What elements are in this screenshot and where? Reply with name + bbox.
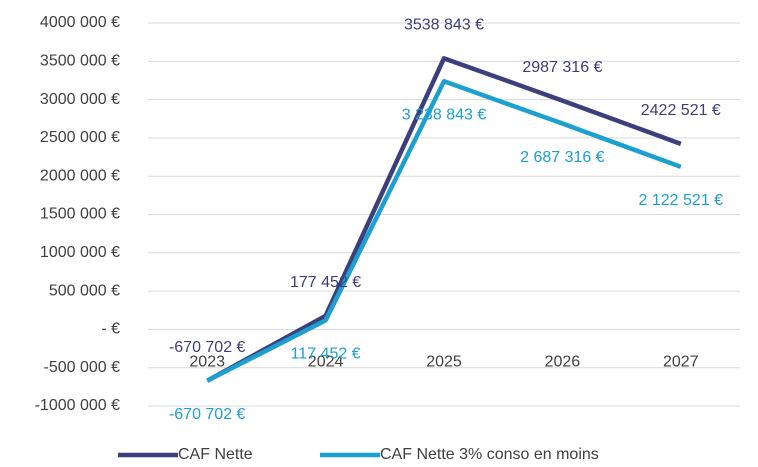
data-label: 2 122 521 € [639,192,724,209]
data-label: 2422 521 € [641,102,721,119]
legend-label: CAF Nette 3% conso en moins [380,446,599,463]
data-label: 117 452 € [291,346,361,363]
y-tick-label: 3000 000 € [40,91,120,108]
y-tick-label: 4000 000 € [40,14,120,31]
data-label: -670 702 € [169,406,246,423]
y-tick-label: -1000 000 € [35,397,121,414]
series-line [206,56,682,383]
data-label: 2 687 316 € [520,149,605,166]
y-tick-label: 1500 000 € [40,206,120,223]
x-tick-label: 2025 [426,354,462,371]
x-tick-label: 2027 [663,354,699,371]
x-tick-label: 2026 [545,354,581,371]
data-label: -670 702 € [169,339,246,356]
x-tick-label: 2024 [308,354,344,371]
legend-label: CAF Nette [178,446,253,463]
y-tick-label: - € [101,321,120,338]
y-tick-label: 2000 000 € [40,167,120,184]
y-tick-label: 3500 000 € [40,53,120,70]
y-tick-label: -500 000 € [43,359,120,376]
y-tick-label: 1000 000 € [40,244,120,261]
data-label: 3538 843 € [404,17,484,34]
data-label: 177 452 € [290,274,361,291]
data-label: 3 238 843 € [402,107,487,124]
data-label: 2987 316 € [522,59,602,76]
x-tick-label: 2023 [189,354,225,371]
y-tick-label: 2500 000 € [40,129,120,146]
y-tick-label: 500 000 € [49,282,120,299]
series-line [206,79,682,383]
